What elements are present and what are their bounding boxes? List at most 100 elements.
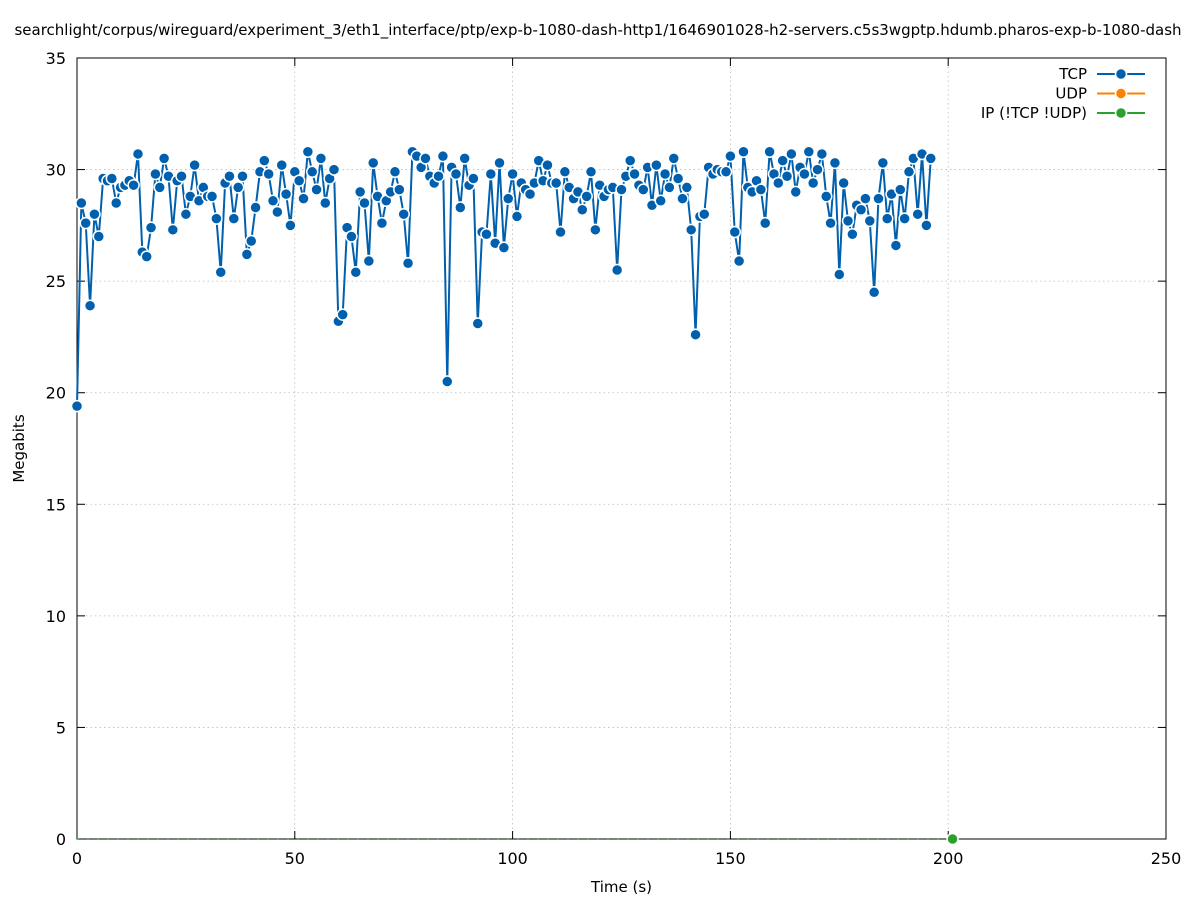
data-point [911, 207, 924, 221]
legend-label: IP (!TCP !UDP) [981, 104, 1087, 122]
data-point [684, 223, 698, 237]
data-point [758, 216, 772, 230]
y-tick-label: 10 [46, 607, 66, 626]
data-point [846, 228, 859, 241]
data-point [824, 216, 837, 230]
data-point [375, 216, 389, 230]
x-tick-label: 150 [715, 849, 746, 868]
data-point [833, 268, 846, 281]
data-point [785, 147, 798, 161]
data-point [828, 156, 842, 170]
data-point [676, 192, 689, 205]
data-point [144, 221, 158, 234]
legend-swatch-marker [1114, 87, 1128, 100]
data-point [480, 228, 493, 241]
data-point [271, 205, 284, 219]
x-axis-title: Time (s) [590, 878, 652, 896]
data-point [157, 152, 171, 165]
data-point [454, 201, 467, 214]
data-point [872, 192, 885, 205]
data-point [249, 201, 262, 214]
data-point [789, 185, 802, 199]
data-point [210, 212, 223, 225]
data-point [310, 183, 323, 196]
data-point [262, 167, 275, 181]
data-point [127, 178, 140, 192]
data-point [188, 158, 201, 172]
data-point [754, 183, 768, 196]
legend-swatch-marker [1114, 67, 1128, 81]
data-point [388, 165, 402, 179]
data-point [841, 214, 855, 228]
data-point [149, 167, 162, 181]
data-point [689, 328, 702, 341]
data-point [867, 286, 881, 299]
data-point [650, 158, 663, 172]
data-point [549, 176, 563, 190]
series-0 [70, 145, 938, 413]
x-tick-label: 100 [497, 849, 528, 868]
data-point [615, 183, 628, 196]
data-point [432, 170, 445, 183]
data-point [75, 196, 88, 210]
data-point [667, 152, 681, 165]
data-point [798, 167, 811, 181]
data-point [698, 207, 711, 221]
data-point [876, 156, 890, 170]
data-point [401, 257, 415, 270]
y-tick-label: 35 [46, 49, 66, 68]
data-point [345, 230, 358, 243]
data-point [806, 176, 820, 190]
data-point [436, 149, 450, 163]
data-point [467, 172, 480, 185]
x-tick-label: 50 [285, 849, 305, 868]
data-point [863, 214, 877, 228]
chart-title: searchlight/corpus/wireguard/experiment_… [14, 21, 1181, 40]
data-point [397, 207, 410, 221]
data-point [131, 147, 145, 161]
data-point [558, 165, 572, 179]
series-layer [70, 145, 959, 846]
data-point [79, 216, 92, 230]
data-point [506, 167, 519, 181]
data-point [902, 165, 916, 179]
x-tick-label: 250 [1151, 849, 1182, 868]
data-point [732, 254, 746, 268]
data-point [244, 234, 258, 248]
data-point [728, 225, 742, 239]
data-point [737, 145, 750, 158]
data-point [772, 176, 785, 190]
data-point [780, 170, 794, 183]
data-point [802, 145, 816, 158]
data-point [837, 176, 850, 190]
data-point [920, 219, 933, 232]
data-point [275, 158, 288, 172]
y-tick-label: 20 [46, 384, 66, 403]
data-point [610, 263, 624, 277]
data-point [419, 152, 432, 165]
data-point [898, 212, 911, 225]
data-point [166, 223, 180, 237]
data-point [776, 154, 789, 167]
data-point [105, 172, 119, 185]
data-point [880, 212, 894, 225]
data-point [497, 241, 511, 254]
data-point [811, 163, 824, 176]
data-point [554, 225, 567, 239]
data-point [724, 149, 737, 163]
plot-frame [76, 57, 1167, 840]
data-point [719, 165, 733, 179]
data-point [637, 183, 650, 196]
data-point [314, 152, 328, 165]
data-point [362, 254, 376, 268]
data-point [889, 239, 903, 252]
data-point [680, 181, 694, 194]
data-point [854, 203, 868, 216]
data-point [576, 203, 589, 216]
data-point [366, 156, 380, 170]
data-point [88, 207, 101, 221]
data-point [240, 248, 254, 261]
data-point [658, 167, 672, 181]
